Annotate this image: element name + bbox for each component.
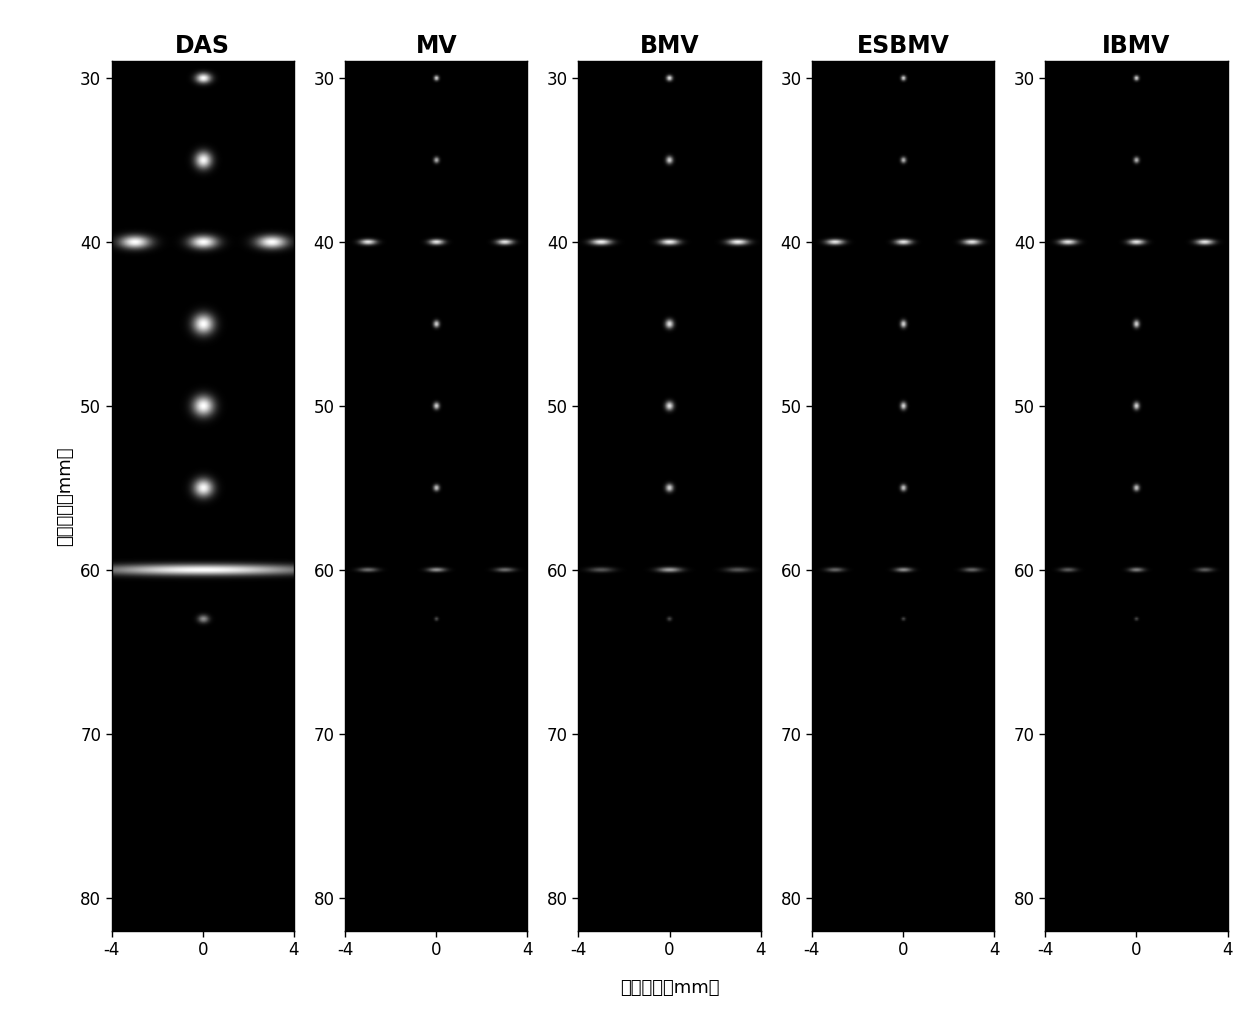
Title: ESBMV: ESBMV (857, 34, 950, 58)
Title: IBMV: IBMV (1102, 34, 1171, 58)
Y-axis label: 轴向距离（mm）: 轴向距离（mm） (57, 446, 74, 546)
Text: 横向距离（mm）: 横向距离（mm） (620, 979, 719, 997)
Title: BMV: BMV (640, 34, 699, 58)
Title: DAS: DAS (175, 34, 231, 58)
Title: MV: MV (415, 34, 458, 58)
